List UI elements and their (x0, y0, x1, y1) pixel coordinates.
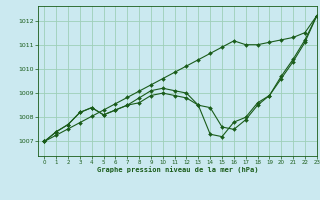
X-axis label: Graphe pression niveau de la mer (hPa): Graphe pression niveau de la mer (hPa) (97, 167, 258, 173)
